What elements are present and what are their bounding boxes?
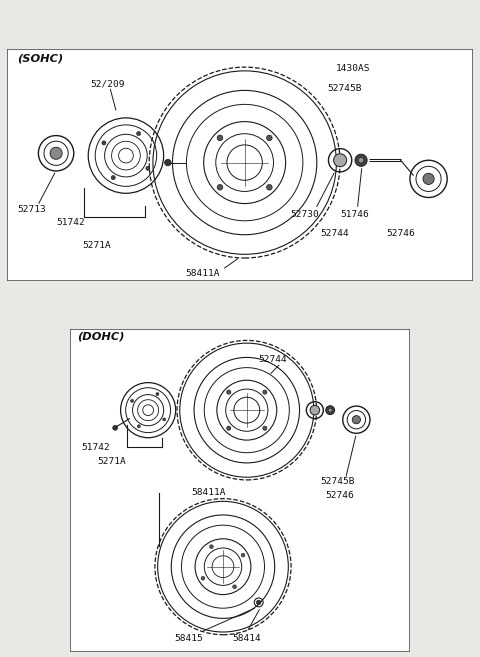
- Circle shape: [201, 576, 205, 580]
- Circle shape: [227, 426, 231, 430]
- Text: 51742: 51742: [56, 217, 85, 227]
- Text: 52746: 52746: [326, 491, 355, 500]
- Text: 58411A: 58411A: [185, 269, 219, 278]
- Circle shape: [233, 585, 237, 589]
- Circle shape: [165, 159, 171, 166]
- Circle shape: [50, 147, 62, 159]
- Circle shape: [263, 426, 267, 430]
- Text: 52/209: 52/209: [90, 79, 125, 89]
- Text: 1430AS: 1430AS: [336, 64, 370, 73]
- Text: 52746: 52746: [387, 229, 415, 238]
- Circle shape: [131, 399, 133, 402]
- Circle shape: [326, 406, 335, 415]
- Circle shape: [156, 393, 159, 396]
- Text: 51742: 51742: [82, 443, 110, 452]
- Circle shape: [355, 154, 367, 166]
- Text: (SOHC): (SOHC): [17, 53, 64, 64]
- Circle shape: [241, 553, 245, 557]
- Circle shape: [217, 185, 223, 190]
- Text: 58415: 58415: [175, 634, 204, 643]
- Circle shape: [352, 416, 360, 424]
- Circle shape: [334, 154, 347, 167]
- Circle shape: [113, 426, 118, 430]
- Circle shape: [137, 424, 140, 428]
- Circle shape: [423, 173, 434, 185]
- Circle shape: [163, 418, 166, 421]
- Text: 52744: 52744: [320, 229, 349, 238]
- Circle shape: [263, 390, 267, 394]
- Circle shape: [328, 408, 332, 412]
- Text: 52713: 52713: [17, 206, 46, 214]
- Text: 52730: 52730: [290, 210, 319, 219]
- Circle shape: [266, 135, 272, 141]
- Text: 52744: 52744: [259, 355, 288, 364]
- Text: 58414: 58414: [232, 634, 261, 643]
- Circle shape: [102, 141, 106, 145]
- Circle shape: [266, 185, 272, 190]
- Circle shape: [310, 405, 320, 415]
- Text: 52745B: 52745B: [327, 84, 362, 93]
- Text: (DOHC): (DOHC): [77, 331, 125, 342]
- Text: 58411A: 58411A: [192, 487, 226, 497]
- Circle shape: [146, 166, 150, 170]
- Text: 5271A: 5271A: [98, 457, 127, 466]
- Circle shape: [137, 131, 141, 135]
- Circle shape: [227, 390, 231, 394]
- Circle shape: [111, 175, 115, 179]
- Text: 5271A: 5271A: [83, 240, 111, 250]
- Text: 51746: 51746: [340, 210, 369, 219]
- Circle shape: [217, 135, 223, 141]
- Circle shape: [358, 158, 364, 163]
- Text: 52745B: 52745B: [320, 478, 354, 486]
- Circle shape: [210, 545, 213, 549]
- Circle shape: [256, 600, 261, 604]
